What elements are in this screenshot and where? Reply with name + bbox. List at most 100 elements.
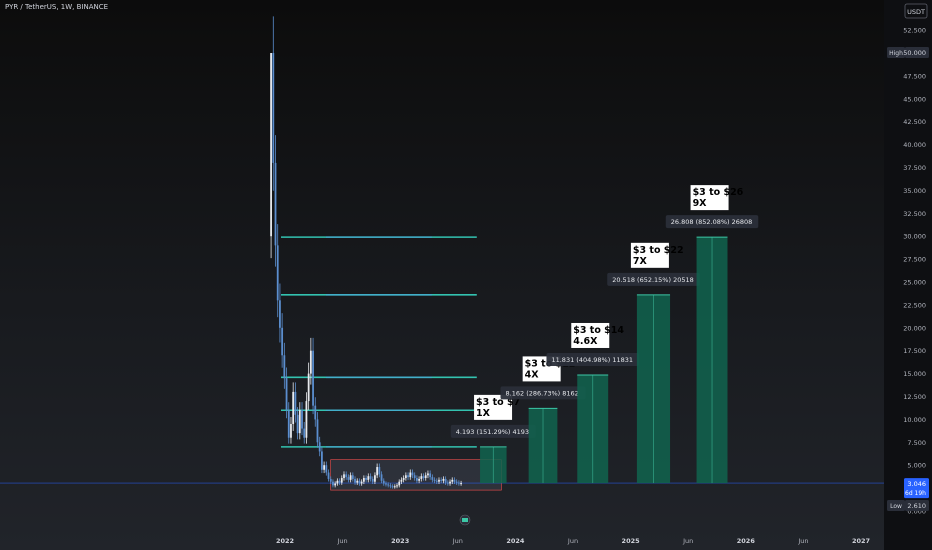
price-axis-bg	[884, 0, 932, 550]
candle-body	[411, 472, 414, 476]
measure-label-bg	[546, 352, 639, 366]
x-tick-label: 2022	[276, 537, 294, 545]
target-note-line1: $3 to $14	[573, 325, 624, 336]
candle-body	[453, 479, 456, 482]
x-tick-label: 2026	[737, 537, 756, 545]
x-tick-label: Jun	[797, 537, 808, 545]
candle-body	[393, 486, 396, 488]
candle-body	[446, 482, 449, 484]
measure-label: 4.193 (151.29%) 4193	[450, 424, 536, 438]
candle-body	[354, 478, 356, 483]
y-tick-label: 40.000	[903, 141, 926, 149]
high-tag-bg	[887, 47, 905, 58]
y-tick-label: 25.000	[903, 279, 926, 287]
candle-body	[292, 391, 295, 424]
candle-body	[294, 391, 297, 415]
candle-body	[340, 478, 343, 483]
y-tick-label: 12.500	[903, 393, 926, 401]
y-tick-label: 22.500	[903, 301, 926, 309]
candle-body	[307, 373, 310, 402]
y-tick-label: 5.000	[907, 462, 926, 470]
candle-body	[389, 485, 392, 487]
y-tick-label: 27.500	[903, 256, 926, 264]
measure-label-text: 4.193 (151.29%) 4193	[456, 428, 529, 436]
candle-body	[451, 479, 454, 482]
candle-body	[298, 410, 301, 434]
candle-body	[409, 472, 412, 478]
target-note-line2: 9X	[693, 198, 708, 209]
target-note-line2: 4X	[525, 369, 540, 380]
y-tick-label: 35.000	[903, 187, 926, 195]
currency-badge-frame	[904, 3, 928, 19]
candle-body	[367, 476, 370, 480]
y-tick-label: 20.000	[903, 324, 926, 332]
measure-label-text: 20.518 (652.15%) 20518	[612, 276, 694, 284]
candle-body	[334, 483, 337, 486]
candle-body	[312, 350, 314, 406]
target-note-line1: $3 to $26	[693, 187, 744, 198]
candle-body	[290, 423, 292, 438]
candle-body	[314, 405, 317, 420]
candle-body	[305, 401, 308, 438]
target-note-line2: 4.6X	[573, 336, 598, 347]
low-value: 2.610	[907, 502, 926, 510]
low-tag-bg	[887, 500, 905, 511]
candle-body	[427, 473, 429, 476]
candle-body	[402, 478, 405, 480]
candle-body	[281, 327, 284, 356]
last-price-bg	[904, 478, 929, 499]
candle-body	[365, 478, 367, 480]
candle-body	[385, 483, 387, 485]
target-note	[571, 322, 610, 348]
candle-body	[376, 467, 379, 476]
candle-body	[318, 442, 321, 452]
candle-body	[332, 481, 334, 486]
candle-body	[338, 480, 341, 483]
candle-body	[323, 465, 326, 470]
measure-label-text: 26.808 (852.08%) 26808	[671, 218, 753, 226]
target-note-line1: $3 to $7	[476, 397, 520, 408]
candle-body	[301, 410, 303, 429]
high-value-bg	[905, 47, 929, 58]
candle-body	[398, 481, 401, 486]
candle-body	[279, 300, 281, 328]
candle-body	[345, 474, 348, 478]
last-price-countdown: 6d 19h	[905, 490, 926, 497]
candle-body	[449, 481, 451, 484]
y-tick-label: 52.500	[903, 27, 926, 35]
x-tick-label: 2023	[391, 537, 409, 545]
target-note-line2: 1X	[476, 408, 491, 419]
y-tick-label: 17.500	[903, 347, 926, 355]
candle-body	[415, 478, 418, 481]
candle-body	[431, 477, 434, 480]
y-tick-label: 42.500	[903, 118, 926, 126]
candle-body	[380, 474, 383, 481]
candle-body	[276, 245, 279, 301]
candle-body	[374, 475, 376, 482]
candle-body	[457, 482, 460, 484]
marker-icon-glyph	[462, 518, 468, 522]
high-value: 50.000	[903, 49, 926, 57]
measure-label: 26.808 (852.08%) 26808	[665, 215, 759, 229]
candle-body	[460, 483, 462, 485]
y-tick-label: 30.000	[903, 233, 926, 241]
candle-body	[407, 475, 409, 478]
currency-badge: USDT	[907, 8, 925, 16]
candle-body	[424, 475, 427, 479]
candle-body	[404, 475, 407, 479]
candle-body	[356, 480, 359, 483]
candle-body	[272, 53, 275, 163]
x-tick-label: Jun	[337, 537, 348, 545]
y-tick-label: 15.000	[903, 370, 926, 378]
measure-label: 8.162 (286.73%) 8162	[500, 386, 586, 400]
candle-body	[371, 478, 374, 482]
measure-label-bg	[500, 386, 586, 400]
candle-body	[442, 478, 445, 481]
candle-body	[329, 478, 332, 482]
candle-body	[362, 478, 365, 482]
candle-body	[274, 162, 277, 246]
range-box	[330, 459, 502, 491]
candle-body	[440, 479, 443, 481]
